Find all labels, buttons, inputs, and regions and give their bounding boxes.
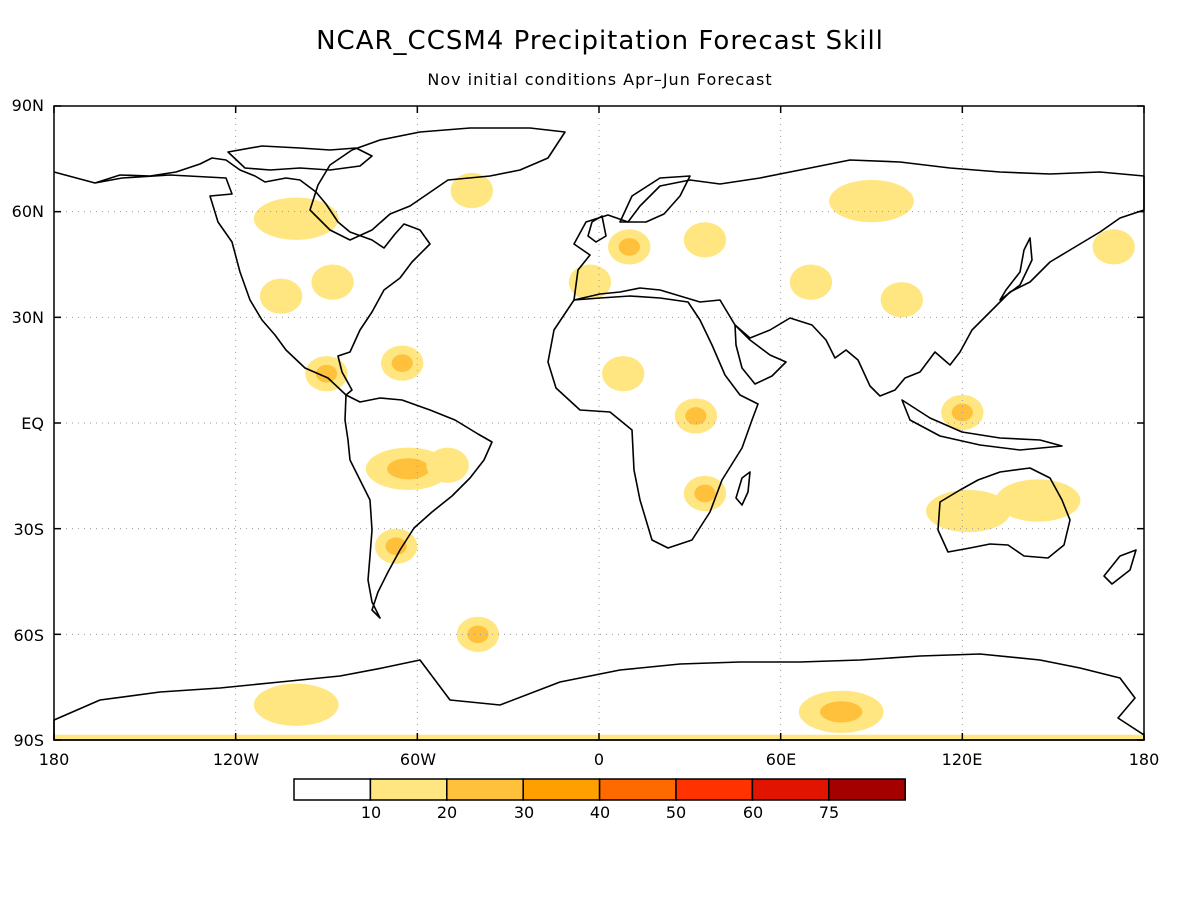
colorbar-swatch — [369, 778, 448, 801]
colorbar-label-10: 10 — [360, 803, 382, 822]
colorbar-swatch — [751, 778, 830, 801]
coastline-madagascar — [735, 471, 751, 506]
skill-region-core — [385, 537, 407, 556]
lat-label-60n: 60N — [11, 202, 44, 221]
skill-region-west-antarctica — [253, 683, 339, 726]
skill-region-sahel — [602, 356, 645, 392]
coastline-africa — [547, 295, 759, 549]
colorbar-swatch — [598, 778, 677, 801]
lon-label-180e: 180 — [1128, 750, 1160, 769]
skill-region-core — [685, 407, 707, 425]
chart-title: NCAR_CCSM4 Precipitation Forecast Skill — [316, 26, 884, 56]
skill-region-north-pacific — [1092, 229, 1135, 265]
skill-region-core — [820, 701, 863, 723]
skill-region-canada — [253, 197, 339, 240]
skill-region-southern-brazil — [426, 447, 469, 483]
skill-region-core — [467, 625, 489, 644]
coastline-british-isles — [587, 215, 607, 243]
coastline-new-zealand — [1103, 549, 1137, 585]
lon-label-0: 0 — [593, 750, 605, 769]
skill-region-western-usa — [259, 278, 303, 314]
lon-label-120w: 120W — [212, 750, 260, 769]
lat-label-30n: 30N — [11, 308, 44, 327]
coastline-japan — [999, 237, 1033, 301]
lon-label-180w: 180 — [38, 750, 70, 769]
skill-region-core — [391, 354, 413, 372]
lat-label-90s: 90S — [13, 731, 44, 750]
map-frame — [53, 105, 1145, 741]
lat-label-60s: 60S — [13, 626, 44, 645]
skill-region-china — [880, 282, 923, 318]
coastline-greenland — [309, 127, 566, 241]
colorbar-swatch — [675, 778, 754, 801]
coastline-arabia — [734, 324, 787, 385]
lat-label-90n: 90N — [11, 96, 44, 115]
colorbar-swatch — [446, 778, 524, 801]
skill-region-western-australia — [926, 489, 1011, 533]
gridlines — [54, 106, 1144, 740]
colorbar-label-30: 30 — [513, 803, 535, 822]
lon-label-120e: 120E — [941, 750, 983, 769]
colorbar-label-20: 20 — [436, 803, 458, 822]
lon-label-60w: 60W — [399, 750, 437, 769]
skill-region-core — [618, 238, 640, 256]
skill-region-iberia — [568, 264, 612, 300]
skill-region-eastern-europe — [683, 222, 727, 258]
colorbar-swatch — [828, 778, 906, 801]
skill-region-eastern-usa — [311, 264, 354, 300]
lon-label-60e: 60E — [765, 750, 797, 769]
chart-subtitle: Nov initial conditions Apr–Jun Forecast — [427, 70, 773, 89]
lat-label-30s: 30S — [13, 520, 44, 539]
coastline-indonesia — [901, 399, 1063, 451]
colorbar-label-60: 60 — [742, 803, 764, 822]
colorbar-swatch — [293, 778, 372, 801]
lat-label-eq: EQ — [21, 414, 44, 433]
coastline-australia — [937, 467, 1071, 559]
skill-region-core — [694, 484, 716, 503]
skill-region-central-asia — [789, 264, 833, 300]
coastline-south-america — [344, 394, 493, 619]
skill-region-siberia — [829, 179, 914, 223]
coastline-north-america — [53, 157, 431, 396]
coastline-arctic-islands — [227, 145, 373, 171]
skill-region-eastern-australia — [995, 479, 1081, 522]
colorbar-label-40: 40 — [589, 803, 611, 822]
colorbar-label-50: 50 — [665, 803, 687, 822]
skill-region-greenland-south — [450, 172, 494, 209]
colorbar-swatch — [522, 778, 601, 801]
skill-region-core — [387, 458, 430, 480]
axis-ticks — [53, 105, 1145, 741]
coastlines — [53, 127, 1145, 741]
coastline-antarctica — [53, 653, 1145, 741]
skill-shading-layer — [54, 172, 1144, 740]
coastline-scandinavia — [619, 175, 691, 223]
skill-region-core — [315, 364, 338, 383]
colorbar — [293, 778, 906, 801]
colorbar-label-75: 75 — [818, 803, 840, 822]
coastline-eurasia — [573, 159, 1145, 397]
